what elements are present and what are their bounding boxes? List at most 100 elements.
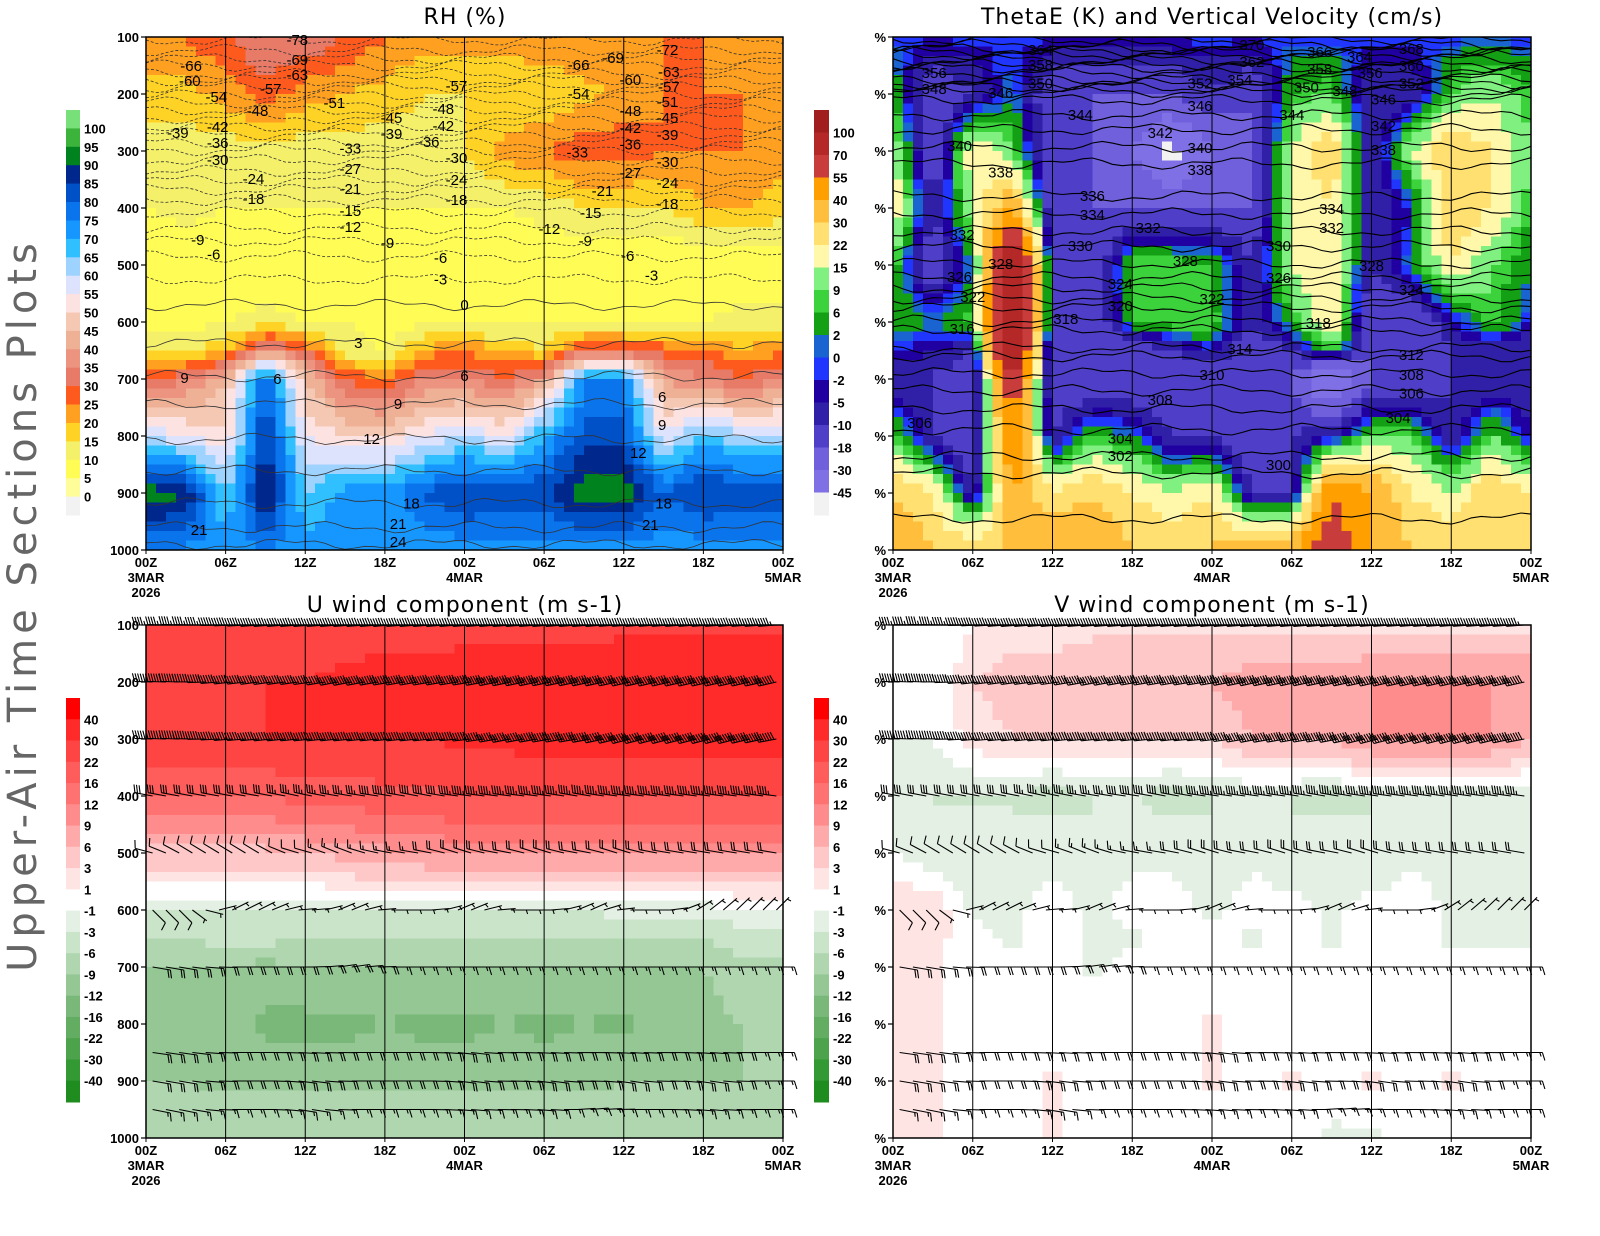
- heatmap-cell: [225, 56, 237, 67]
- heatmap-cell: [146, 227, 157, 238]
- heatmap-cell: [763, 103, 774, 114]
- heatmap-cell: [225, 151, 237, 162]
- heatmap-cell: [603, 521, 615, 532]
- heatmap-cell: [613, 246, 625, 257]
- heatmap-cell: [952, 179, 964, 190]
- heatmap-cell: [185, 208, 197, 219]
- heatmap-cell: [673, 65, 685, 76]
- heatmap-cell: [335, 331, 346, 342]
- heatmap-cell: [524, 436, 535, 447]
- heatmap-cell: [593, 360, 605, 371]
- heatmap-cell: [544, 160, 555, 171]
- heatmap-cell: [613, 94, 625, 105]
- heatmap-cell: [1022, 103, 1034, 114]
- heatmap-cell: [175, 521, 187, 532]
- colorbar-label: 20: [84, 416, 98, 431]
- heatmap-cell: [146, 426, 157, 437]
- heatmap-cell: [374, 502, 386, 513]
- heatmap-cell: [514, 445, 525, 456]
- heatmap-cell: [474, 65, 486, 76]
- heatmap-cell: [663, 113, 675, 124]
- heatmap-cell: [982, 198, 994, 209]
- heatmap-cell: [703, 284, 714, 295]
- heatmap-cell: [374, 341, 386, 352]
- heatmap-cell: [275, 474, 286, 485]
- heatmap-cell: [454, 369, 466, 380]
- heatmap-cell: [1471, 84, 1482, 95]
- heatmap-cell: [593, 407, 605, 418]
- heatmap-cell: [185, 46, 197, 57]
- heatmap-cell: [633, 84, 645, 95]
- heatmap-cell: [205, 512, 217, 523]
- heatmap-cell: [613, 369, 625, 380]
- heatmap-cell: [205, 322, 217, 333]
- heatmap-cell: [434, 455, 446, 466]
- heatmap-cell: [305, 284, 316, 295]
- heatmap-cell: [912, 170, 924, 181]
- heatmap-cell: [773, 236, 784, 247]
- heatmap-cell: [583, 198, 595, 209]
- heatmap-cell: [1441, 132, 1452, 143]
- heatmap-cell: [1281, 141, 1293, 152]
- heatmap-cell: [1082, 75, 1093, 86]
- heatmap-cell: [982, 94, 994, 105]
- heatmap-cell: [335, 312, 346, 323]
- heatmap-cell: [474, 426, 486, 437]
- heatmap-cell: [315, 189, 326, 200]
- heatmap-cell: [394, 132, 406, 143]
- heatmap-cell: [374, 84, 386, 95]
- heatmap-cell: [1421, 46, 1432, 57]
- heatmap-cell: [424, 293, 436, 304]
- heatmap-cell: [1012, 122, 1024, 133]
- heatmap-cell: [693, 37, 704, 48]
- heatmap-cell: [593, 293, 605, 304]
- heatmap-cell: [195, 103, 207, 114]
- heatmap-cell: [464, 132, 476, 143]
- heatmap-cell: [434, 426, 446, 437]
- heatmap-cell: [1052, 65, 1064, 76]
- heatmap-cell: [603, 274, 615, 285]
- heatmap-cell: [454, 94, 466, 105]
- heatmap-cell: [205, 103, 217, 114]
- heatmap-cell: [355, 208, 366, 219]
- heatmap-cell: [763, 122, 774, 133]
- heatmap-cell: [1092, 170, 1103, 181]
- heatmap-cell: [484, 502, 495, 513]
- heatmap-cell: [265, 417, 276, 428]
- heatmap-cell: [1261, 179, 1273, 190]
- heatmap-cell: [195, 474, 207, 485]
- heatmap-cell: [653, 132, 665, 143]
- heatmap-cell: [315, 417, 326, 428]
- heatmap-cell: [1122, 113, 1133, 124]
- heatmap-cell: [623, 531, 635, 542]
- heatmap-cell: [315, 37, 326, 48]
- heatmap-cell: [464, 521, 476, 532]
- heatmap-cell: [544, 493, 555, 504]
- heatmap-cell: [603, 75, 615, 86]
- heatmap-cell: [663, 132, 675, 143]
- heatmap-cell: [743, 56, 754, 67]
- heatmap-cell: [554, 388, 565, 399]
- heatmap-cell: [723, 388, 734, 399]
- heatmap-cell: [494, 341, 505, 352]
- heatmap-cell: [275, 379, 286, 390]
- heatmap-cell: [235, 284, 247, 295]
- y-tick-label: 600: [117, 315, 139, 330]
- heatmap-cell: [384, 360, 396, 371]
- colorbar-label: 100: [84, 121, 106, 136]
- heatmap-cell: [673, 160, 685, 171]
- heatmap-cell: [156, 341, 167, 352]
- heatmap-cell: [1182, 217, 1193, 228]
- heatmap-cell: [643, 322, 655, 333]
- heatmap-cell: [255, 474, 267, 485]
- heatmap-cell: [205, 331, 217, 342]
- heatmap-cell: [514, 531, 525, 542]
- heatmap-cell: [444, 141, 456, 152]
- heatmap-cell: [623, 464, 635, 475]
- heatmap-cell: [763, 417, 774, 428]
- contour-label: -42: [620, 120, 642, 137]
- heatmap-cell: [763, 341, 774, 352]
- heatmap-cell: [434, 217, 446, 228]
- heatmap-cell: [564, 46, 575, 57]
- heatmap-cell: [215, 132, 227, 143]
